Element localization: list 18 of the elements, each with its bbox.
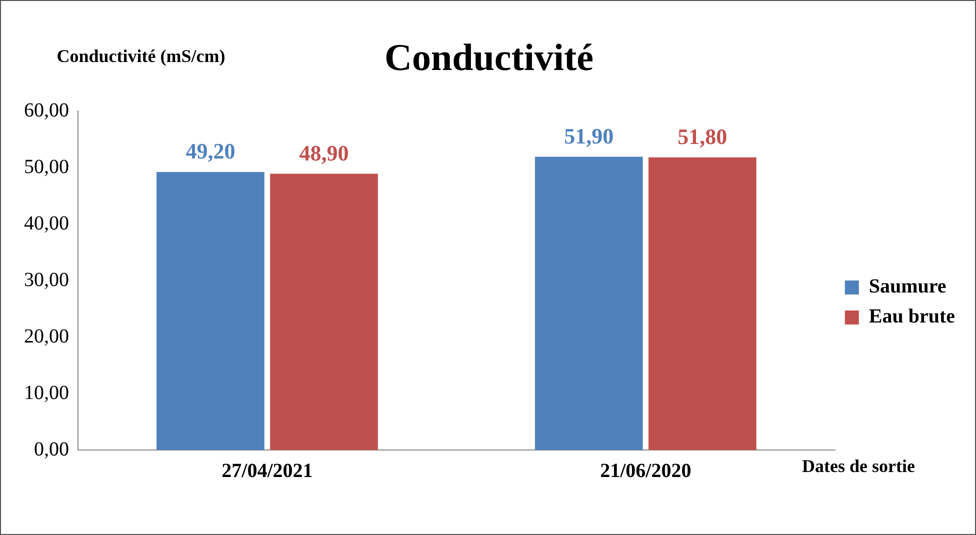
data-label: 51,90 <box>564 123 614 148</box>
y-tick-label: 30,00 <box>24 268 69 291</box>
legend-label: Saumure <box>868 276 946 298</box>
chart-title: Conductivité <box>384 37 594 79</box>
data-label: 51,80 <box>678 124 728 150</box>
x-axis-title: Dates de sortie <box>802 456 915 477</box>
y-tick-label: 0,00 <box>34 438 69 460</box>
legend-label: Eau brute <box>868 306 956 328</box>
data-label: 48,90 <box>299 140 349 166</box>
data-label: 49,20 <box>186 138 236 164</box>
y-tick-label: 40,00 <box>24 212 69 234</box>
x-tick-label: 27/04/2021 <box>222 460 313 482</box>
y-axis-title: Conductivité (mS/cm) <box>56 46 226 67</box>
y-tick-label: 60,00 <box>24 99 69 122</box>
y-tick-label: 20,00 <box>24 325 69 348</box>
y-tick-label: 10,00 <box>24 382 69 404</box>
y-tick-label: 50,00 <box>24 156 69 178</box>
x-tick-label: 21/06/2020 <box>600 460 692 482</box>
